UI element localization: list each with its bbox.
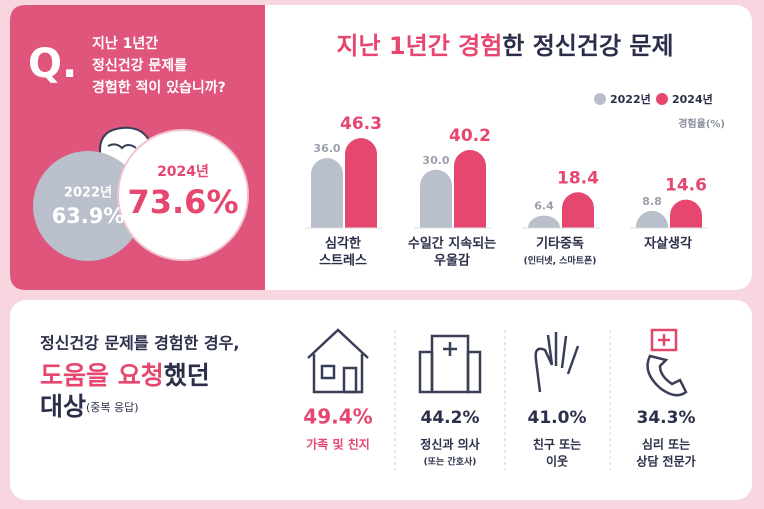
overall-value: 63.9% [52,204,125,228]
bar [562,192,594,228]
unit-note: 경험율(%) [678,117,725,130]
house-window [320,364,336,380]
help-label: 이웃 [546,454,568,469]
help-title: 대상(중복 응답) [40,392,139,421]
value-label: 8.8 [642,195,662,208]
help-value: 49.4% [303,405,372,429]
category-label: (인터넷, 스마트폰) [524,255,597,267]
phone-cross [650,328,678,352]
help-label: 친구 또는 [533,437,581,452]
bar [454,150,486,228]
category-label: 수일간 지속되는 [408,236,496,252]
category-label: 기타중독 [536,236,584,252]
legend-swatch [594,93,606,105]
legend-label: 2022년 [610,92,651,106]
category-label: 우울감 [434,253,470,269]
house-door [342,366,358,394]
overall-value: 73.6% [127,183,238,221]
bottom-card [10,300,752,500]
hands-icon [534,332,580,393]
question-line: 정신건강 문제를 [92,57,187,74]
value-label: 6.4 [534,200,554,213]
overall-year: 2024년 [157,164,209,180]
bar [311,158,343,228]
help-label: 가족 및 친지 [306,437,370,452]
title-part: 한 정신건강 문제 [502,32,673,60]
bar [345,138,377,228]
legend-swatch [656,93,668,105]
icons [307,328,688,397]
value-label: 36.0 [313,142,340,155]
question-line: 경험한 적이 있습니까? [92,79,226,96]
category-label: 스트레스 [319,254,367,269]
value-label: 14.6 [665,176,707,196]
help-value: 44.2% [421,408,480,428]
help-label: 상담 전문가 [636,454,695,469]
help-label: (또는 간호사) [424,456,477,468]
category-label: 자살생각 [644,236,692,252]
help-title-part: (중복 응답) [86,401,139,414]
bar [636,210,668,228]
circle-2022 [33,151,143,261]
value-label: 46.3 [340,114,382,134]
overall-year: 2022년 [64,186,112,201]
category-label: 심각한 [325,236,361,252]
hospital-parts [418,342,482,394]
help-value: 34.3% [637,408,696,428]
chart-title: 지난 1년간 경험한 정신건강 문제 [336,32,673,60]
title-part: 지난 1년간 경험 [336,32,502,60]
q-mark: Q. [28,41,77,87]
separators [394,330,611,470]
circle-2024 [117,129,249,261]
bar [528,215,560,228]
help-label: 심리 또는 [642,437,690,452]
phone-icon [646,354,688,397]
help-label: 정신과 의사 [420,437,479,452]
bar [670,199,702,228]
bar [420,169,452,228]
help-title-part: 도움을 요청 [40,361,164,390]
help-title: 정신건강 문제를 경험한 경우, [40,334,239,353]
question-line: 지난 1년간 [92,35,158,52]
value-label: 30.0 [422,154,449,167]
help-title-part: 했던 [164,361,210,390]
house-icon [307,328,369,394]
legend-label: 2024년 [672,92,713,106]
help-title-part: 대상 [40,392,86,421]
help-value: 41.0% [528,408,587,428]
value-label: 18.4 [557,168,599,188]
help-title: 도움을 요청했던 [40,361,210,390]
value-label: 40.2 [449,126,491,146]
